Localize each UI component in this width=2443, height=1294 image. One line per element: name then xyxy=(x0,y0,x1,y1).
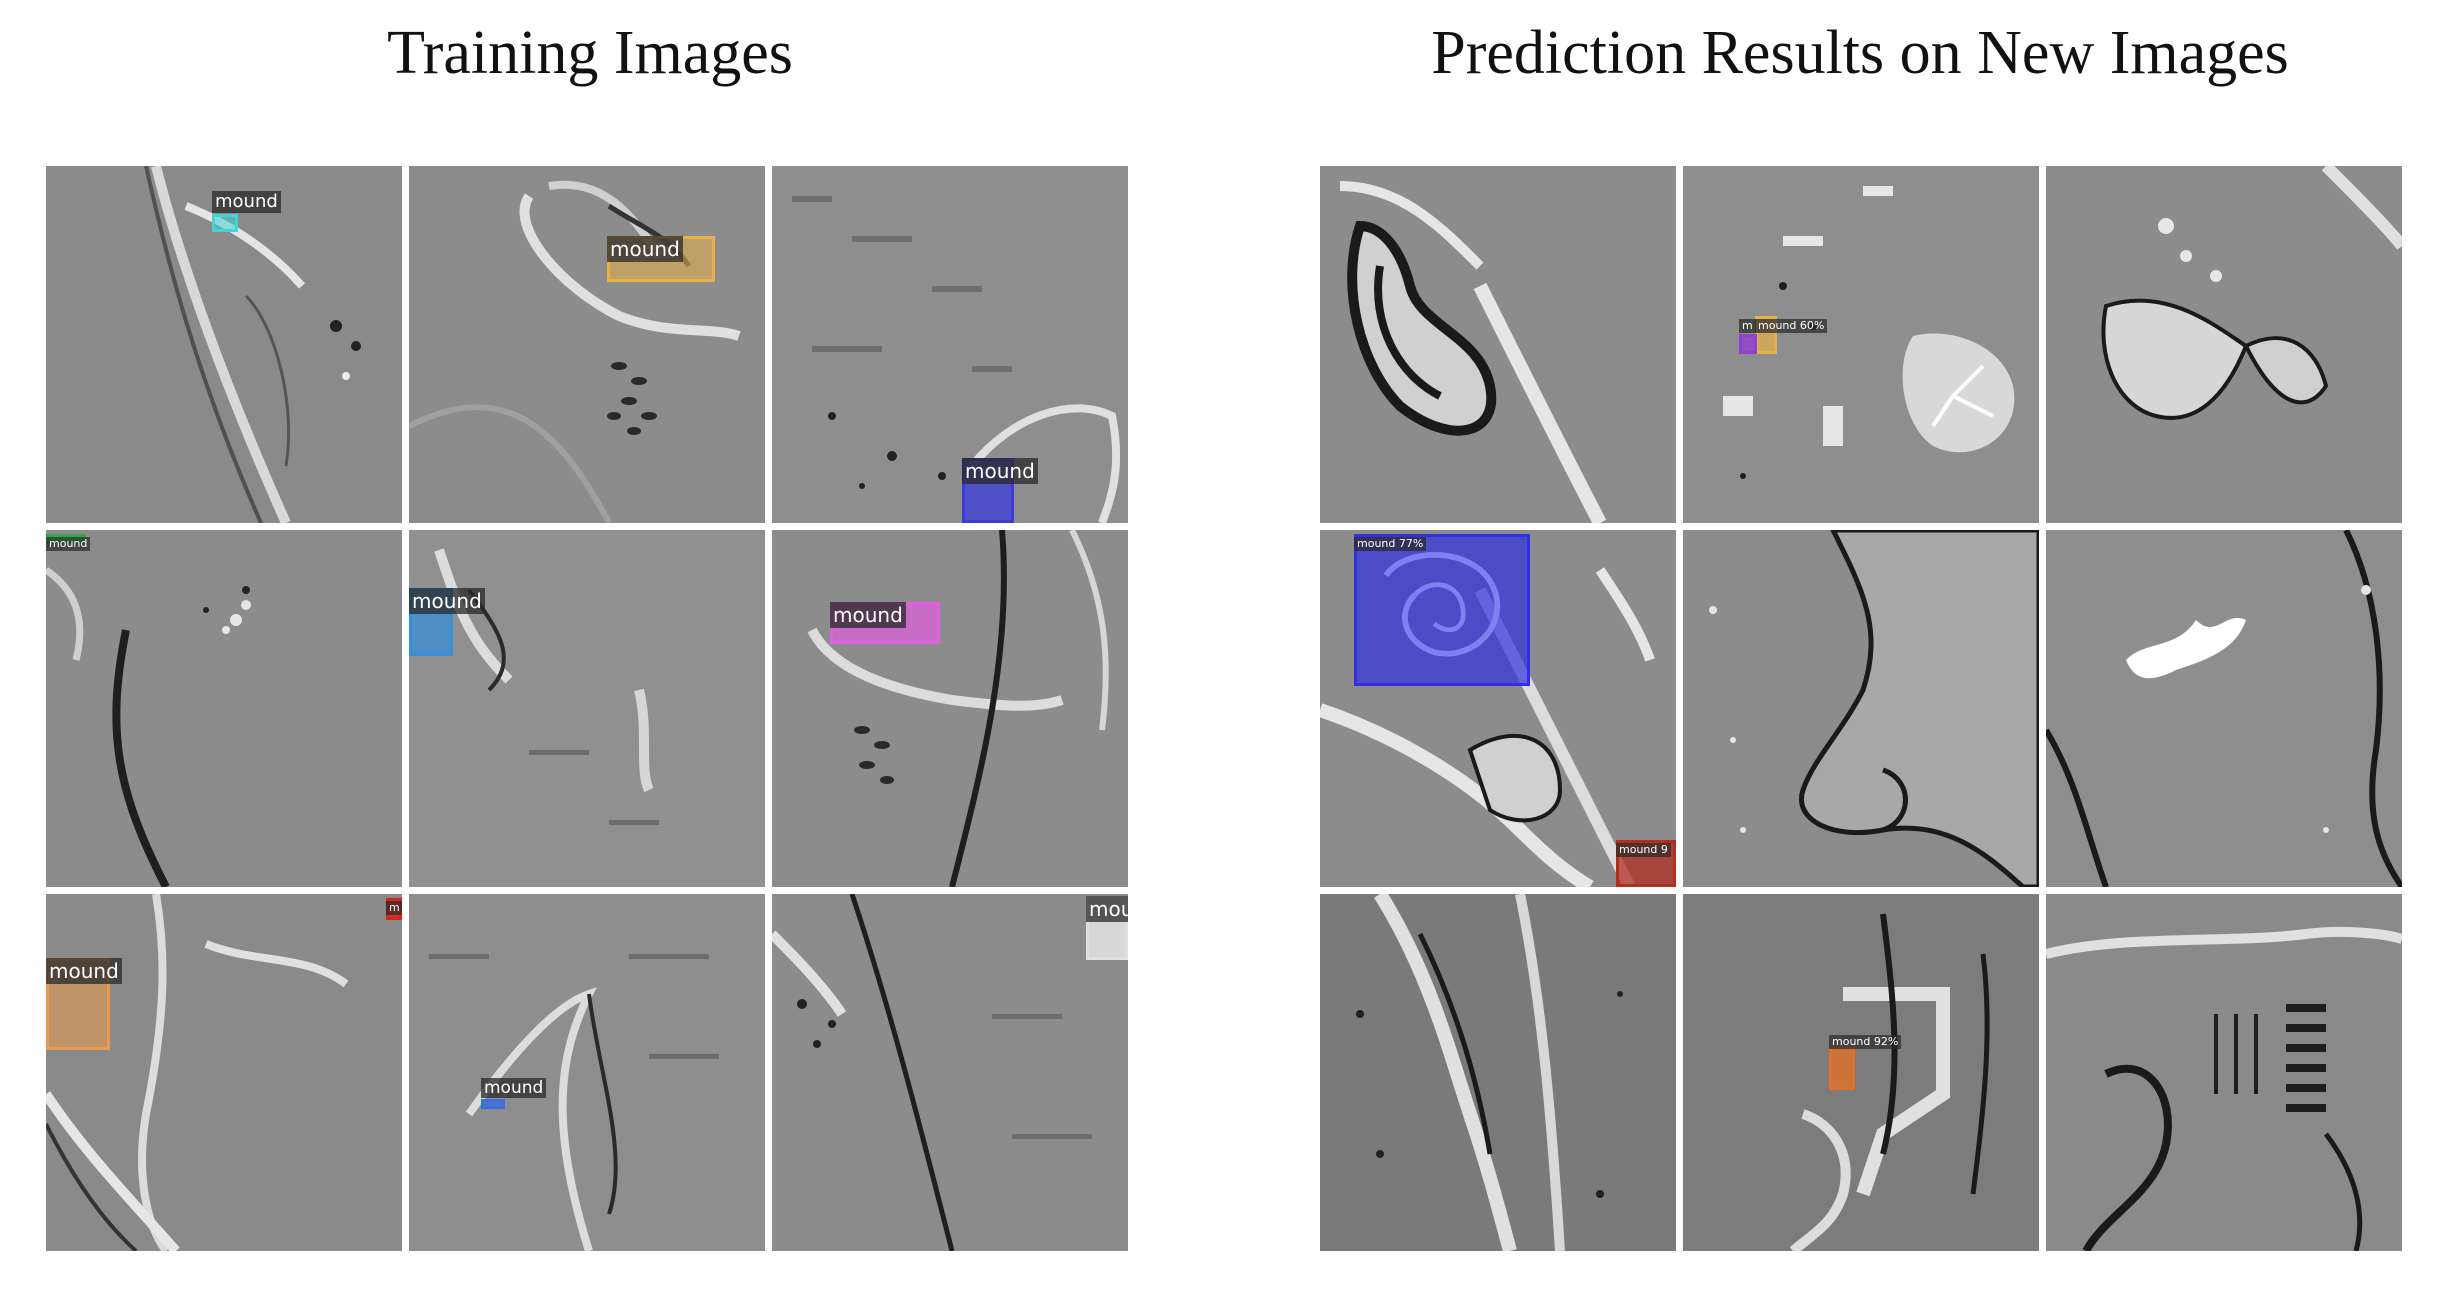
aerial-image xyxy=(1683,166,2039,523)
training-tile-3[interactable]: mound xyxy=(772,166,1128,523)
training-tile-8[interactable]: mound xyxy=(409,894,765,1251)
prediction-tile-7[interactable] xyxy=(1320,894,1676,1251)
prediction-tile-2[interactable]: mound 60% m xyxy=(1683,166,2039,523)
prediction-tile-5[interactable] xyxy=(1683,530,2039,887)
training-tile-6[interactable]: mound xyxy=(772,530,1128,887)
aerial-image xyxy=(1683,894,2039,1251)
aerial-image xyxy=(772,894,1128,1251)
detection-box: m xyxy=(386,898,402,920)
prediction-tile-6[interactable] xyxy=(2046,530,2402,887)
prediction-tile-1[interactable] xyxy=(1320,166,1676,523)
training-images-title: Training Images xyxy=(387,19,793,87)
detection-label: mound 77% xyxy=(1354,537,1427,551)
aerial-image xyxy=(409,166,765,523)
detection-box: mound xyxy=(962,458,1038,523)
prediction-image-grid: mound 60% m xyxy=(1320,166,2402,1251)
aerial-image xyxy=(46,530,402,887)
detection-label: mound xyxy=(962,458,1038,484)
detection-label: mound 92% xyxy=(1829,1035,1902,1049)
training-tile-4[interactable]: mound xyxy=(46,530,402,887)
detection-label: mound xyxy=(409,588,485,614)
detection-box: mound 92% xyxy=(1829,1035,1902,1090)
detection-box: mou xyxy=(1086,896,1128,960)
detection-box: m xyxy=(1739,319,1757,354)
detection-label: mound xyxy=(212,191,281,213)
aerial-image xyxy=(409,894,765,1251)
training-tile-2[interactable]: mound xyxy=(409,166,765,523)
training-image-grid: mound mound mound xyxy=(46,166,1128,1251)
aerial-image xyxy=(1320,166,1676,523)
prediction-tile-8[interactable]: mound 92% xyxy=(1683,894,2039,1251)
training-tile-7[interactable]: mound m xyxy=(46,894,402,1251)
aerial-image xyxy=(46,894,402,1251)
detection-box: mound xyxy=(46,958,122,1050)
detection-label: mound xyxy=(46,958,122,984)
detection-label: mound 9 xyxy=(1616,843,1671,857)
detection-box: mound xyxy=(212,191,281,232)
aerial-image xyxy=(1320,894,1676,1251)
prediction-tile-4[interactable]: mound 77% mound 9 xyxy=(1320,530,1676,887)
aerial-image xyxy=(2046,530,2402,887)
aerial-image xyxy=(409,530,765,887)
detection-label: mound 60% xyxy=(1755,319,1828,333)
prediction-results-title: Prediction Results on New Images xyxy=(1431,19,2289,87)
aerial-image xyxy=(1683,530,2039,887)
detection-label: mound xyxy=(46,537,91,551)
prediction-tile-9[interactable] xyxy=(2046,894,2402,1251)
detection-box: mound xyxy=(409,588,485,656)
detection-label: m xyxy=(1739,319,1756,333)
aerial-image xyxy=(2046,894,2402,1251)
training-tile-5[interactable]: mound xyxy=(409,530,765,887)
aerial-image xyxy=(772,166,1128,523)
detection-label: m xyxy=(386,901,402,915)
contour-overlay xyxy=(1383,552,1501,657)
detection-box: mound xyxy=(481,1078,547,1109)
detection-box: mound 9 xyxy=(1616,840,1676,887)
detection-label: mound xyxy=(830,602,906,628)
detection-box: mound 60% xyxy=(1755,316,1828,354)
training-tile-9[interactable]: mou xyxy=(772,894,1128,1251)
detection-label: mound xyxy=(607,236,683,262)
detection-box: mound xyxy=(46,534,91,551)
detection-label: mou xyxy=(1086,896,1128,922)
aerial-image xyxy=(2046,166,2402,523)
training-tile-1[interactable]: mound xyxy=(46,166,402,523)
detection-label: mound xyxy=(481,1078,547,1098)
detection-box: mound xyxy=(607,236,715,282)
aerial-image xyxy=(772,530,1128,887)
prediction-tile-3[interactable] xyxy=(2046,166,2402,523)
detection-box: mound xyxy=(830,602,940,644)
detection-box: mound 77% xyxy=(1354,534,1530,686)
